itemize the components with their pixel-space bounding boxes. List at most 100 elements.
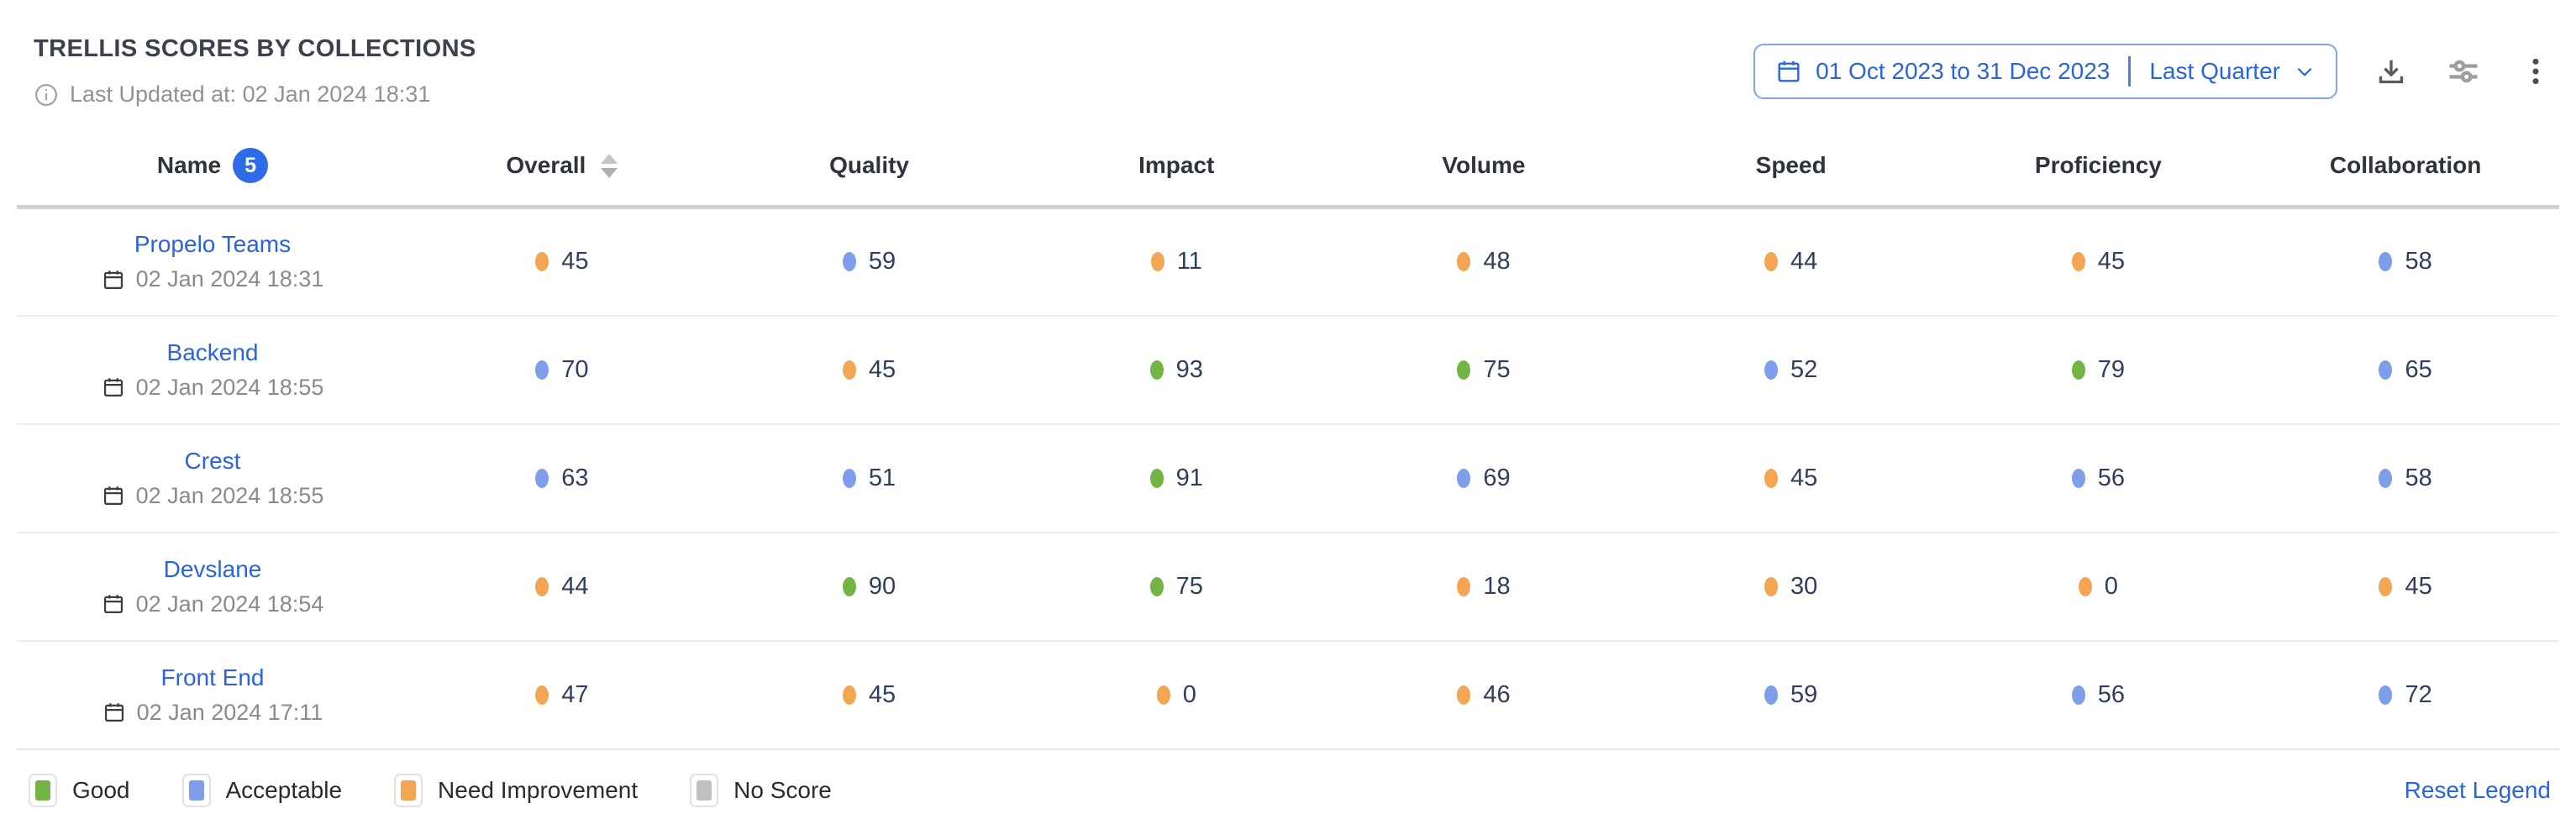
- collection-link[interactable]: Backend: [166, 339, 259, 365]
- collection-link[interactable]: Propelo Teams: [134, 231, 292, 258]
- timestamp-text: 02 Jan 2024 18:31: [135, 266, 324, 292]
- score-status-dot: [1457, 685, 1471, 705]
- row-timestamp: 02 Jan 2024 18:54: [102, 591, 324, 617]
- table-row: Backend 02 Jan 2024 18:55: [17, 316, 2559, 424]
- score-value: 51: [868, 464, 896, 491]
- score-cell: 45: [2379, 573, 2432, 601]
- column-header-speed: Speed: [1755, 152, 1827, 178]
- collection-link[interactable]: Crest: [184, 447, 241, 474]
- more-options-kebab-button[interactable]: [2519, 55, 2552, 88]
- legend-item-acceptable[interactable]: Acceptable: [181, 773, 342, 807]
- name-cell: Front End 02 Jan 2024 17:11: [17, 664, 408, 726]
- score-value: 90: [868, 572, 896, 600]
- download-button[interactable]: [2374, 55, 2408, 88]
- score-status-dot: [1764, 252, 1779, 272]
- score-status-dot: [535, 576, 549, 596]
- column-header-name: Name 5: [17, 131, 408, 207]
- score-value: 47: [561, 680, 589, 708]
- chevron-down-icon: [2294, 60, 2316, 82]
- score-status-dot: [535, 468, 549, 488]
- score-cell: 45: [1764, 465, 1817, 492]
- row-timestamp: 02 Jan 2024 18:55: [102, 375, 323, 401]
- score-cell: 0: [1156, 680, 1196, 709]
- calendar-icon: [1775, 58, 1802, 85]
- score-cell: 59: [842, 248, 896, 276]
- name-cell: Devslane 02 Jan 2024 18:54: [17, 556, 408, 617]
- overall-header-label: Overall: [506, 152, 586, 178]
- score-cell: 65: [2379, 356, 2432, 384]
- row-timestamp: 02 Jan 2024 17:11: [103, 700, 323, 726]
- score-cell: 75: [1149, 573, 1203, 601]
- score-value: 45: [561, 248, 589, 276]
- score-status-dot: [535, 685, 549, 705]
- score-status-dot: [842, 576, 856, 596]
- row-timestamp: 02 Jan 2024 18:55: [102, 483, 323, 509]
- score-status-dot: [1457, 576, 1471, 596]
- legend-item-good[interactable]: Good: [29, 773, 130, 807]
- title-block: TRELLIS SCORES BY COLLECTIONS Last Updat…: [34, 35, 476, 108]
- score-status-dot: [1149, 576, 1164, 596]
- score-value: 45: [868, 680, 896, 708]
- reset-legend-link[interactable]: Reset Legend: [2404, 776, 2551, 803]
- score-cell: 45: [842, 355, 896, 384]
- score-status-dot: [1156, 685, 1170, 705]
- score-value: 75: [1483, 355, 1511, 383]
- legend-items: Good Acceptable Need Improvement No Scor…: [29, 773, 832, 807]
- timestamp-text: 02 Jan 2024 18:54: [135, 591, 324, 617]
- score-status-dot: [535, 252, 549, 272]
- legend-swatch-good: [29, 773, 57, 807]
- score-cell: 93: [1149, 355, 1203, 384]
- column-header-overall[interactable]: Overall: [408, 131, 716, 207]
- legend-bar: Good Acceptable Need Improvement No Scor…: [17, 750, 2559, 807]
- column-header-impact: Impact: [1138, 152, 1215, 178]
- score-value: 52: [1790, 355, 1818, 383]
- score-value: 45: [868, 355, 896, 383]
- score-cell: 56: [2071, 681, 2125, 709]
- score-cell: 56: [2071, 465, 2125, 492]
- score-status-dot: [842, 685, 856, 705]
- score-value: 18: [1483, 572, 1511, 600]
- score-cell: 18: [1457, 572, 1511, 601]
- score-value: 44: [561, 572, 589, 600]
- score-value: 46: [1483, 680, 1511, 708]
- score-status-dot: [2078, 576, 2092, 596]
- collection-link[interactable]: Front End: [160, 664, 265, 690]
- legend-label: Need Improvement: [438, 776, 639, 803]
- score-status-dot: [1149, 468, 1164, 488]
- score-value: 59: [1790, 680, 1818, 708]
- score-status-dot: [842, 360, 856, 380]
- score-cell: 58: [2379, 248, 2432, 276]
- score-cell: 44: [1764, 248, 1817, 276]
- calendar-icon: [103, 701, 126, 724]
- score-status-dot: [2379, 468, 2393, 488]
- table-row: Propelo Teams 02 Jan 2024 18:31: [17, 207, 2559, 316]
- legend-swatch-need-improvement: [394, 773, 423, 807]
- date-range-text: 01 Oct 2023 to 31 Dec 2023: [1816, 58, 2111, 84]
- name-header-label: Name: [156, 152, 222, 178]
- score-value: 44: [1790, 248, 1818, 276]
- name-cell: Crest 02 Jan 2024 18:55: [17, 448, 408, 509]
- calendar-icon: [102, 268, 125, 291]
- settings-sliders-button[interactable]: [2445, 53, 2482, 90]
- score-value: 0: [1182, 680, 1196, 708]
- score-value: 0: [2104, 572, 2118, 600]
- score-cell: 0: [2078, 572, 2118, 601]
- legend-label: No Score: [733, 776, 832, 803]
- collection-link[interactable]: Devslane: [163, 555, 262, 582]
- legend-item-need-improvement[interactable]: Need Improvement: [394, 773, 639, 807]
- picker-divider: [2128, 56, 2132, 87]
- table-row: Front End 02 Jan 2024 17:11: [17, 641, 2559, 749]
- date-range-picker[interactable]: 01 Oct 2023 to 31 Dec 2023 Last Quarter: [1753, 44, 2337, 99]
- score-value: 93: [1175, 355, 1203, 383]
- legend-item-no-score[interactable]: No Score: [690, 773, 832, 807]
- score-cell: 44: [535, 573, 588, 601]
- score-value: 48: [1483, 248, 1511, 276]
- table-row: Crest 02 Jan 2024 18:55: [17, 424, 2559, 533]
- column-header-collaboration: Collaboration: [2329, 152, 2482, 178]
- page-title: TRELLIS SCORES BY COLLECTIONS: [34, 35, 476, 62]
- score-status-dot: [2071, 252, 2085, 272]
- score-status-dot: [1764, 576, 1779, 596]
- row-count-badge: 5: [233, 148, 269, 183]
- sort-icon[interactable]: [601, 153, 618, 178]
- name-cell: Propelo Teams 02 Jan 2024 18:31: [17, 231, 408, 292]
